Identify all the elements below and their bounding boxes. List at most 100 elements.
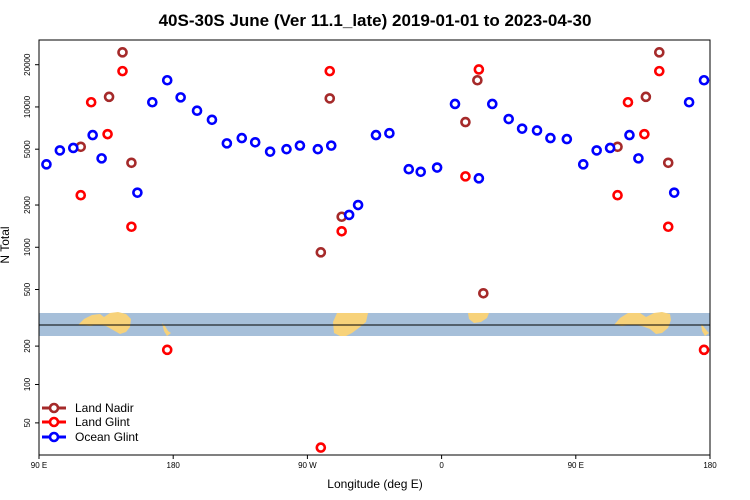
point-ocean-glint <box>96 153 107 164</box>
point-land-glint <box>336 225 347 237</box>
point-ocean-glint <box>516 123 528 134</box>
point-ocean-glint <box>294 140 306 151</box>
point-ocean-glint <box>561 133 573 145</box>
x-axis: 90 E 180 90 W 0 90 E 180 <box>31 455 717 470</box>
point-ocean-glint <box>370 129 382 141</box>
point-ocean-glint <box>147 96 158 108</box>
point-ocean-glint <box>633 153 644 164</box>
y-tick-label: 1000 <box>23 238 32 256</box>
chart-title: 40S-30S June (Ver 11.1_late) 2019-01-01 … <box>159 11 592 30</box>
point-land-nadir <box>126 157 137 169</box>
legend-marker-ocean-glint <box>48 431 60 443</box>
point-ocean-glint <box>236 132 248 144</box>
point-ocean-glint <box>577 159 589 170</box>
point-land-nadir <box>640 91 652 103</box>
point-ocean-glint <box>384 127 395 139</box>
point-ocean-glint <box>41 159 52 170</box>
x-tick-label: 180 <box>703 461 717 470</box>
x-tick-label: 90 E <box>31 461 47 470</box>
legend-item-ocean-glint: Ocean Glint <box>42 430 139 444</box>
point-ocean-glint <box>325 140 337 151</box>
point-land-glint <box>622 96 634 108</box>
legend-item-land-glint: Land Glint <box>42 415 130 429</box>
point-land-nadir <box>654 47 665 58</box>
point-ocean-glint <box>264 146 276 157</box>
point-ocean-glint <box>206 114 218 126</box>
x-tick-label: 90 W <box>298 461 317 470</box>
y-tick-label: 100 <box>23 377 32 391</box>
point-ocean-glint <box>191 105 203 117</box>
point-ocean-glint <box>312 143 324 155</box>
point-ocean-glint <box>473 173 485 184</box>
point-ocean-glint <box>67 142 79 154</box>
point-land-glint <box>75 189 87 201</box>
point-ocean-glint <box>431 162 443 173</box>
point-land-nadir <box>472 74 483 86</box>
y-axis: 500 1000 2000 5000 10000 20000 50 100 200 <box>23 53 39 427</box>
data-points <box>41 47 710 453</box>
point-land-glint <box>315 442 327 453</box>
point-land-glint <box>612 189 623 201</box>
y-tick-label: 5000 <box>23 140 32 158</box>
point-ocean-glint <box>403 163 415 175</box>
point-ocean-glint <box>54 145 66 156</box>
point-land-glint <box>473 64 485 75</box>
point-ocean-glint <box>604 142 616 154</box>
y-tick-label: 200 <box>23 339 32 353</box>
point-ocean-glint <box>591 145 602 156</box>
point-land-glint <box>460 171 471 182</box>
point-ocean-glint <box>415 166 427 178</box>
south-africa-landmass <box>468 313 489 323</box>
world-map-strip <box>39 312 710 336</box>
point-ocean-glint <box>545 132 556 144</box>
legend-label-land-glint: Land Glint <box>75 415 130 429</box>
point-land-nadir <box>315 247 327 258</box>
legend-item-land-nadir: Land Nadir <box>42 401 134 415</box>
point-land-glint <box>662 221 674 233</box>
point-land-glint <box>161 344 173 356</box>
point-land-glint <box>117 65 128 77</box>
point-land-glint <box>324 65 336 77</box>
australia-landmass <box>78 312 131 334</box>
point-land-nadir <box>324 93 336 104</box>
australia-landmass-repeat <box>614 312 671 334</box>
point-land-glint <box>126 221 137 233</box>
point-land-glint <box>654 65 665 77</box>
new-zealand-landmass-repeat <box>701 324 709 336</box>
point-land-nadir <box>662 157 674 169</box>
point-ocean-glint <box>624 129 635 141</box>
point-ocean-glint <box>161 74 173 86</box>
point-land-glint <box>698 344 710 356</box>
point-land-nadir <box>117 47 128 58</box>
x-tick-label: 180 <box>167 461 181 470</box>
point-ocean-glint <box>352 199 364 211</box>
point-ocean-glint <box>668 187 680 198</box>
point-ocean-glint <box>249 136 261 148</box>
point-land-nadir <box>478 287 489 299</box>
legend-label-ocean-glint: Ocean Glint <box>75 430 139 444</box>
x-tick-label: 0 <box>439 461 444 470</box>
point-land-nadir <box>103 91 115 103</box>
point-ocean-glint <box>531 125 543 136</box>
y-tick-label: 2000 <box>23 196 32 214</box>
y-tick-label: 10000 <box>23 95 32 118</box>
point-land-glint <box>85 96 97 108</box>
legend-label-land-nadir: Land Nadir <box>75 401 134 415</box>
x-axis-label: Longitude (deg E) <box>327 477 422 491</box>
y-tick-label: 500 <box>23 282 32 296</box>
point-ocean-glint <box>486 98 498 110</box>
y-tick-label: 50 <box>23 418 32 427</box>
point-ocean-glint <box>503 113 515 125</box>
point-land-glint <box>639 128 650 140</box>
point-ocean-glint <box>132 187 143 198</box>
point-land-nadir <box>460 116 471 128</box>
legend-marker-land-nadir <box>48 402 60 414</box>
point-ocean-glint <box>343 209 355 221</box>
point-ocean-glint <box>175 92 186 103</box>
point-land-glint <box>102 128 113 140</box>
legend-marker-land-glint <box>48 416 60 428</box>
point-ocean-glint <box>683 96 695 108</box>
point-ocean-glint <box>87 129 98 141</box>
legend: Land Nadir Land Glint Ocean Glint <box>42 401 139 444</box>
